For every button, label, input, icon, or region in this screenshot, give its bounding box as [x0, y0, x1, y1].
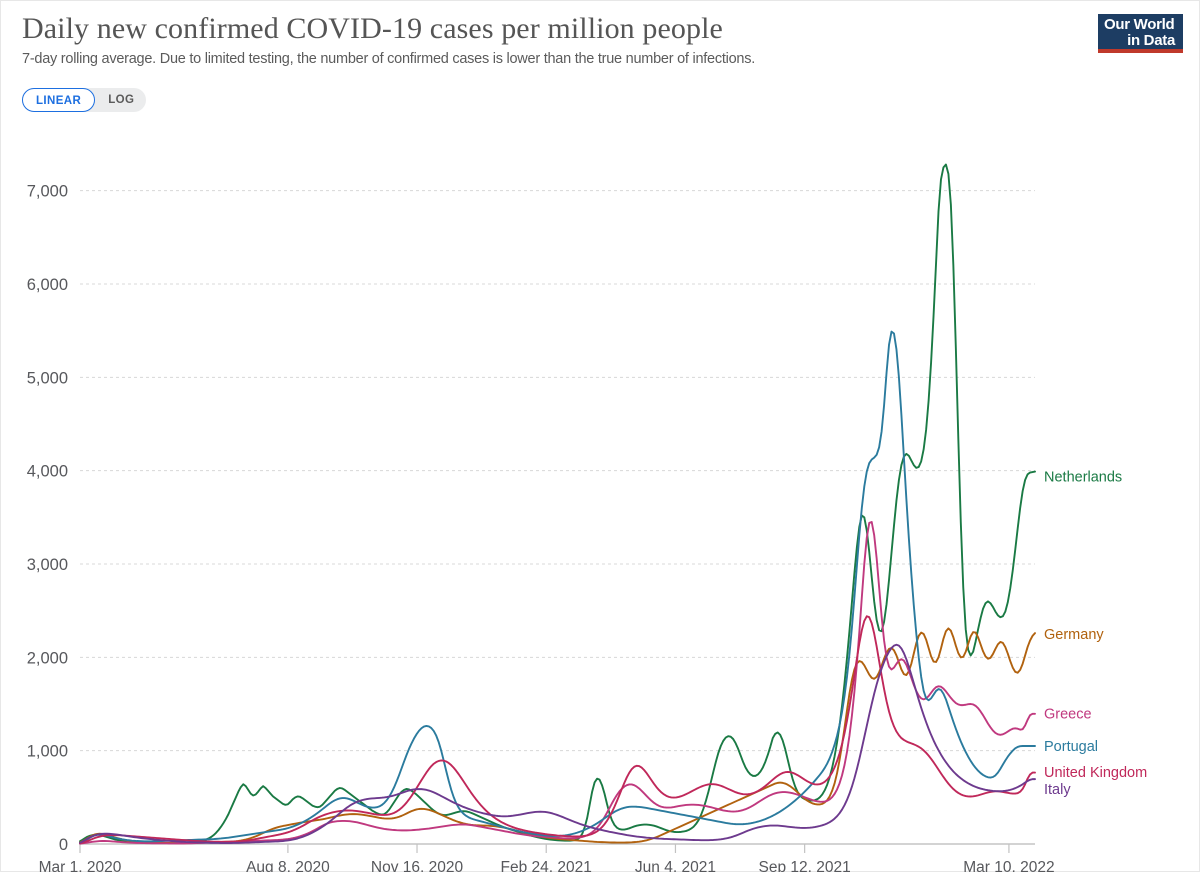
scale-log-button[interactable]: LOG — [95, 88, 147, 112]
y-tick-label: 3,000 — [27, 556, 68, 574]
x-axis — [79, 843, 1035, 853]
x-tick-label: Mar 10, 2022 — [963, 859, 1054, 872]
series-line-italy[interactable] — [79, 643, 1036, 845]
x-tick-label: Jun 4, 2021 — [635, 859, 716, 872]
chart-area: 0 1,000 2,000 3,000 4,000 5,000 6,000 7,000 Mar… — [0, 118, 1200, 872]
x-tick-label: Aug 8, 2020 — [246, 859, 330, 872]
series-lines[interactable] — [79, 163, 1036, 845]
x-tick-label: Sep 12, 2021 — [759, 859, 851, 872]
y-tick-label: 7,000 — [27, 183, 68, 201]
series-label-netherlands[interactable]: Netherlands — [1044, 469, 1122, 485]
page-title: Daily new confirmed COVID-19 cases per m… — [22, 12, 723, 45]
x-tick-label: Nov 16, 2020 — [371, 859, 464, 872]
series-label-italy[interactable]: Italy — [1044, 782, 1071, 798]
chart-subtitle: 7-day rolling average. Due to limited te… — [22, 51, 756, 67]
series-line-greece[interactable] — [79, 521, 1036, 845]
x-axis-labels: Mar 1, 2020 Aug 8, 2020 Nov 16, 2020 Feb 24… — [39, 859, 1055, 872]
y-tick-label: 2,000 — [27, 649, 68, 667]
logo-line-1: Our World — [1104, 16, 1175, 33]
series-labels[interactable]: Netherlands Germany Greece Portugal United K… — [1044, 469, 1147, 798]
series-line-germany[interactable] — [79, 627, 1036, 845]
y-gridlines — [80, 190, 1035, 752]
y-tick-label: 6,000 — [27, 276, 68, 294]
series-label-portugal[interactable]: Portugal — [1044, 739, 1098, 755]
chart-header: Daily new confirmed COVID-19 cases per m… — [22, 12, 1062, 69]
x-tick-label: Feb 24, 2021 — [501, 859, 592, 872]
owid-logo[interactable]: Our World in Data — [1098, 14, 1183, 53]
y-tick-label: 5,000 — [27, 369, 68, 387]
y-axis-labels: 0 1,000 2,000 3,000 4,000 5,000 6,000 7,000 — [27, 183, 68, 854]
series-label-greece[interactable]: Greece — [1044, 706, 1092, 722]
series-line-netherlands[interactable] — [79, 163, 1036, 845]
series-label-germany[interactable]: Germany — [1044, 627, 1104, 643]
y-tick-label: 1,000 — [27, 743, 68, 761]
y-tick-label: 0 — [59, 836, 68, 854]
scale-toggle-group[interactable]: LINEAR LOG — [22, 88, 146, 112]
series-label-united-kingdom[interactable]: United Kingdom — [1044, 765, 1147, 781]
x-tick-label: Mar 1, 2020 — [39, 859, 122, 872]
scale-linear-button[interactable]: LINEAR — [22, 88, 96, 112]
logo-line-2: in Data — [1127, 32, 1175, 49]
y-tick-label: 4,000 — [27, 463, 68, 481]
line-chart-svg[interactable]: 0 1,000 2,000 3,000 4,000 5,000 6,000 7,000 Mar… — [0, 118, 1200, 872]
series-line-united-kingdom[interactable] — [79, 615, 1036, 845]
series-line-portugal[interactable] — [79, 330, 1036, 844]
